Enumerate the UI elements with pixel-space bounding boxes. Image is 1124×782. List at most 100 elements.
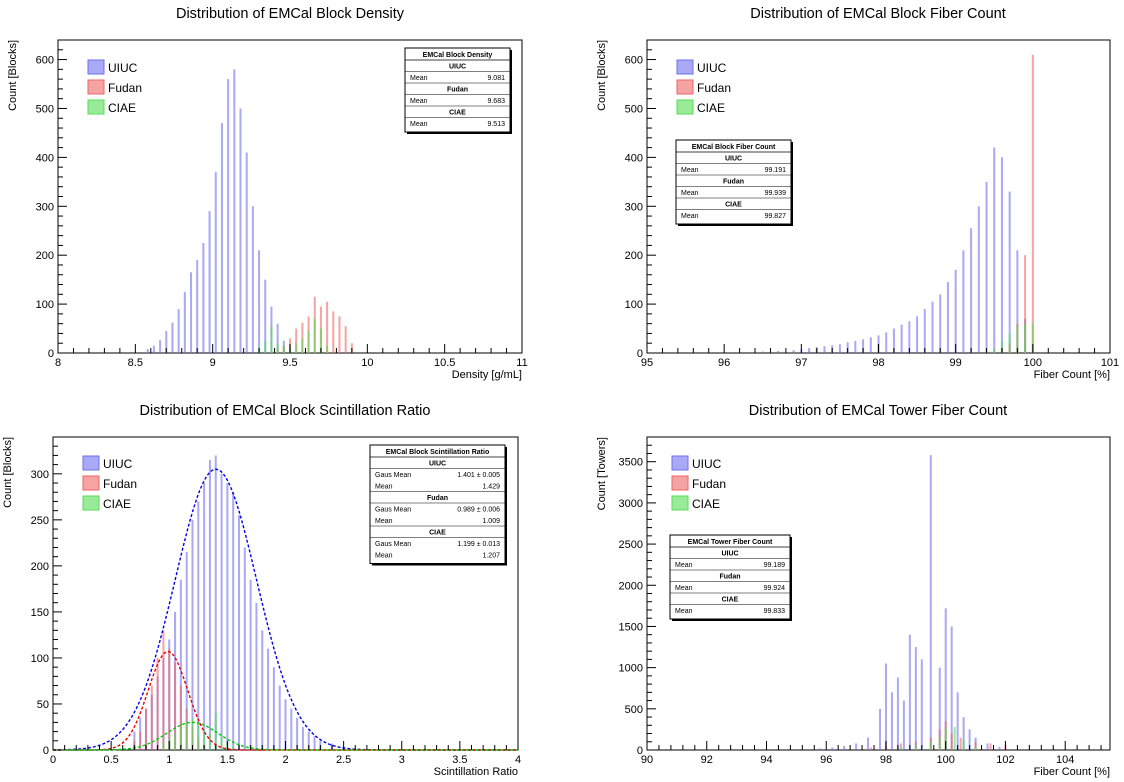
x-tick-label: 97 — [795, 357, 807, 369]
bar — [203, 729, 206, 750]
bar — [243, 547, 246, 750]
bar — [326, 301, 329, 353]
bar — [270, 326, 273, 353]
series-uiuc — [819, 455, 1001, 750]
stats-box: EMCal Block Density UIUC Mean 9.081 Fudan Mea… — [404, 47, 512, 134]
bar — [313, 736, 316, 750]
y-tick-label: 600 — [36, 55, 54, 67]
y-tick-label: 100 — [31, 653, 49, 665]
bar — [954, 269, 957, 353]
fit-curve-ciae — [53, 721, 518, 751]
x-tick-label: 0 — [50, 754, 56, 766]
stats-row-value: 1.199 ± 0.013 — [457, 541, 500, 548]
bar — [150, 685, 153, 750]
bar — [993, 348, 996, 353]
stats-title: EMCal Block Scintillation Ratio — [386, 449, 489, 456]
x-tick-label: 8 — [55, 357, 61, 369]
y-axis-label: Count [Blocks] — [7, 40, 19, 111]
legend-label-fudan: Fudan — [108, 81, 142, 95]
legend-swatch-fudan — [87, 79, 105, 95]
stats-row-label: Mean — [410, 98, 428, 105]
y-axis-label: Count [Towers] — [596, 437, 608, 510]
bar — [885, 332, 888, 353]
bar — [900, 324, 903, 353]
bar — [1016, 326, 1019, 353]
y-tick-label: 300 — [36, 201, 54, 213]
bar — [916, 316, 919, 353]
bar — [1016, 250, 1019, 353]
y-tick-label: 0 — [43, 745, 49, 757]
bar — [1000, 157, 1003, 354]
bar — [890, 692, 893, 750]
bar — [307, 731, 310, 750]
bar — [986, 743, 989, 750]
bar — [923, 308, 926, 353]
x-tick-label: 2 — [282, 754, 288, 766]
chart-panel-4: Distribution of EMCal Tower Fiber Count 9… — [596, 403, 1111, 778]
stats-section-header: CIAE — [725, 202, 742, 209]
chart-panel-3: Distribution of EMCal Block Scintillatio… — [2, 403, 521, 778]
stats-row-label: Gaus Mean — [375, 507, 411, 514]
x-tick-label: 96 — [820, 754, 832, 766]
bar — [220, 473, 223, 750]
bar — [284, 699, 287, 750]
bar — [870, 747, 873, 750]
bar — [162, 630, 165, 750]
bar — [220, 123, 223, 353]
bar — [902, 700, 905, 750]
bar — [208, 733, 211, 750]
series-uiuc — [133, 455, 345, 750]
bar — [272, 667, 275, 750]
y-tick-label: 400 — [36, 152, 54, 164]
stats-row-label: Gaus Mean — [375, 472, 411, 479]
chart-title: Distribution of EMCal Tower Fiber Count — [749, 403, 1007, 419]
stats-row-label: Mean — [410, 121, 428, 128]
bar — [929, 455, 932, 750]
stats-section-header: UIUC — [429, 461, 446, 468]
legend-label-uiuc: UIUC — [692, 457, 722, 471]
bar — [908, 634, 911, 750]
bar — [295, 328, 298, 353]
y-tick-label: 150 — [31, 607, 49, 619]
stats-row-value: 1.401 ± 0.005 — [457, 472, 500, 479]
y-tick-label: 1500 — [619, 621, 643, 633]
legend-swatch-uiuc — [676, 59, 694, 75]
bar — [878, 708, 881, 750]
bar — [191, 519, 194, 750]
bar — [179, 579, 182, 750]
bar — [162, 742, 165, 750]
y-axis-label: Count [Blocks] — [2, 437, 14, 508]
x-tick-label: 101 — [1101, 357, 1119, 369]
y-tick-label: 100 — [36, 299, 54, 311]
bar — [171, 322, 174, 353]
bar — [1024, 323, 1027, 353]
stats-title: EMCal Block Density — [423, 52, 493, 59]
bar — [884, 663, 887, 750]
x-tick-label: 11 — [516, 357, 527, 369]
legend-label-uiuc: UIUC — [103, 457, 133, 471]
x-tick-label: 10.5 — [434, 357, 455, 369]
bar — [156, 657, 159, 750]
bar — [862, 339, 865, 353]
bar — [251, 206, 254, 353]
series-fudan — [870, 721, 1007, 750]
stats-section-header: CIAE — [722, 597, 739, 604]
bar — [899, 747, 902, 750]
stats-box: EMCal Tower Fiber Count UIUC Mean 99.189 Fud… — [669, 534, 792, 621]
x-axis-label: Scintillation Ratio — [434, 766, 518, 778]
series-ciae — [258, 318, 329, 353]
x-tick-label: 4 — [515, 754, 521, 766]
stats-row-value: 0.989 ± 0.006 — [457, 507, 500, 514]
stats-section-header: UIUC — [725, 156, 742, 163]
bar — [962, 717, 965, 750]
x-tick-label: 99 — [950, 357, 962, 369]
x-tick-label: 104 — [1056, 754, 1074, 766]
bar — [931, 301, 934, 353]
x-tick-label: 1 — [166, 754, 172, 766]
bar — [962, 740, 965, 750]
bar — [974, 741, 977, 750]
bar — [831, 747, 834, 750]
bar — [220, 736, 223, 750]
y-tick-label: 0 — [637, 745, 643, 757]
x-tick-label: 0.5 — [103, 754, 118, 766]
